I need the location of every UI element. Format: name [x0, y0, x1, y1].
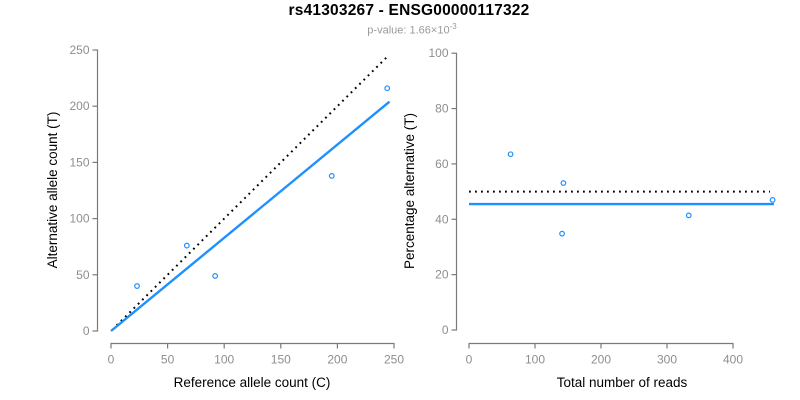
data-point [560, 180, 567, 186]
y-tick-label: 250 [69, 43, 89, 57]
right-xaxis-title: Total number of reads [557, 375, 688, 390]
left-yaxis-title: Alternative allele count (T) [45, 112, 60, 269]
data-point [384, 85, 391, 92]
data-point [559, 230, 565, 237]
data-point [212, 273, 219, 279]
p-value-exponent: -3 [449, 22, 457, 31]
left-xaxis-title: Reference allele count (C) [174, 375, 331, 390]
data-point [328, 172, 335, 179]
p-value-text: p-value: 1.66×10 [367, 24, 450, 37]
y-tick-label: 0 [83, 324, 90, 338]
right-yaxis-title: Percentage alternative (T) [402, 113, 417, 269]
x-tick-label: 200 [591, 353, 611, 367]
y-tick-label: 80 [435, 102, 449, 116]
y-tick-label: 40 [435, 212, 449, 226]
x-tick-label: 400 [723, 353, 743, 367]
x-tick-label: 150 [271, 353, 291, 367]
y-tick-label: 20 [435, 268, 449, 282]
y-tick-label: 60 [435, 157, 449, 171]
identity-line [115, 54, 390, 327]
y-tick-label: 150 [69, 155, 89, 169]
y-tick-label: 200 [69, 99, 89, 113]
figure-subtitle: p-value: 1.66×10-3 [12, 22, 800, 37]
x-tick-label: 0 [466, 353, 473, 367]
figure-title: rs41303267 - ENSG00000117322 [288, 2, 530, 19]
data-point [685, 212, 692, 219]
y-tick-label: 0 [442, 323, 449, 337]
y-tick-label: 100 [69, 212, 89, 226]
x-tick-label: 50 [161, 353, 175, 367]
x-tick-label: 100 [525, 353, 545, 367]
data-point [183, 242, 190, 249]
x-tick-label: 250 [384, 353, 404, 367]
data-point [134, 283, 140, 289]
left-scatter-plot: 0 50 100 150 200 250 0 50 100 150 200 250 [69, 43, 404, 367]
data-point [507, 151, 514, 158]
x-tick-label: 100 [214, 353, 234, 367]
right-scatter-plot: 0 100 200 300 400 0 20 40 60 80 100 [428, 46, 776, 367]
x-tick-label: 300 [657, 353, 677, 367]
data-point [769, 197, 776, 203]
x-tick-label: 200 [327, 353, 347, 367]
y-tick-label: 50 [76, 268, 90, 282]
y-tick-label: 100 [428, 46, 448, 60]
fit-line [110, 100, 391, 332]
x-tick-label: 0 [108, 353, 115, 367]
